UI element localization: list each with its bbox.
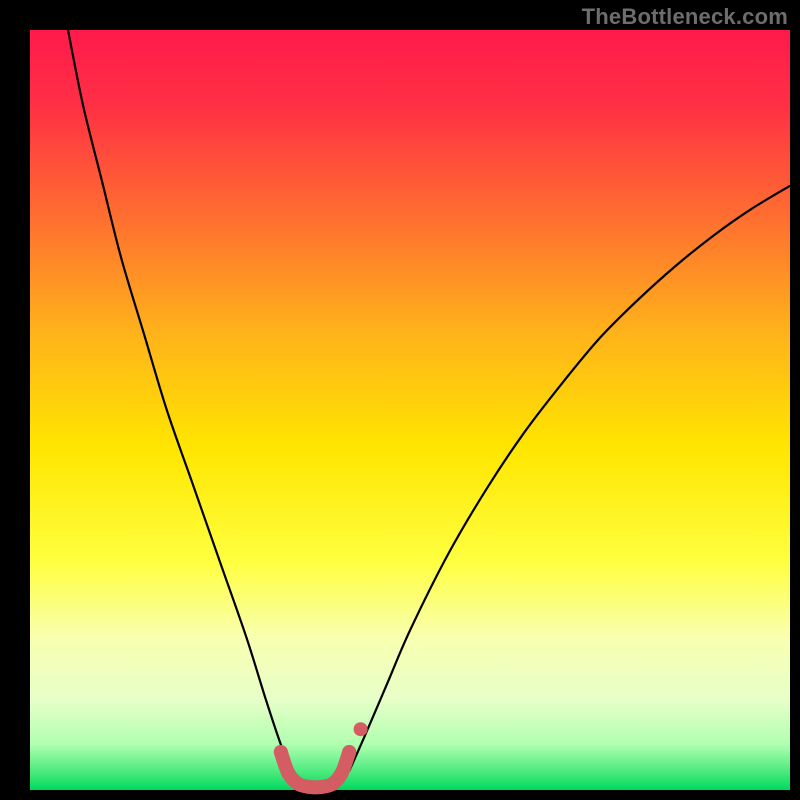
sweetspot-marker-dot xyxy=(335,766,349,780)
watermark-text: TheBottleneck.com xyxy=(582,4,788,30)
sweetspot-marker-dot xyxy=(354,722,368,736)
gradient-background xyxy=(30,30,790,790)
sweetspot-marker-dot xyxy=(281,766,295,780)
sweetspot-marker-dot xyxy=(325,777,339,791)
sweetspot-marker-dot xyxy=(274,745,288,759)
sweetspot-marker-dot xyxy=(342,745,356,759)
bottleneck-chart xyxy=(0,0,800,800)
